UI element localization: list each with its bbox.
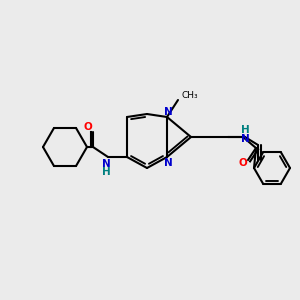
Text: N: N [102,159,110,169]
Text: N: N [241,134,249,144]
Text: N: N [164,107,172,117]
Text: O: O [238,158,247,168]
Text: H: H [102,167,110,177]
Text: O: O [84,122,92,132]
Text: H: H [241,125,249,135]
Text: N: N [164,158,172,168]
Text: CH₃: CH₃ [182,92,199,100]
